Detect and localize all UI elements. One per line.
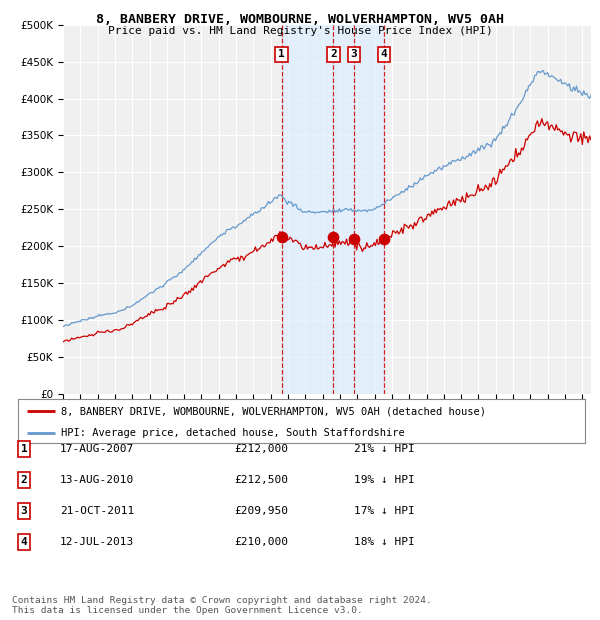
Text: 17-AUG-2007: 17-AUG-2007 (60, 444, 134, 454)
Bar (334, 25, 384, 394)
Text: 3: 3 (350, 50, 357, 60)
Bar (281, 25, 334, 394)
Text: 1: 1 (278, 50, 285, 60)
Point (329, 232, 338, 242)
Point (277, 232, 286, 242)
Text: 21-OCT-2011: 21-OCT-2011 (60, 506, 134, 516)
Text: 17% ↓ HPI: 17% ↓ HPI (354, 506, 415, 516)
Text: 12-JUL-2013: 12-JUL-2013 (60, 537, 134, 547)
Text: 19% ↓ HPI: 19% ↓ HPI (354, 475, 415, 485)
Point (379, 234, 389, 244)
Text: £209,950: £209,950 (234, 506, 288, 516)
Text: 4: 4 (380, 50, 388, 60)
Text: £212,500: £212,500 (234, 475, 288, 485)
Text: Contains HM Land Registry data © Crown copyright and database right 2024.
This d: Contains HM Land Registry data © Crown c… (12, 596, 432, 615)
Point (349, 234, 359, 244)
Text: 2: 2 (20, 475, 28, 485)
Text: 4: 4 (20, 537, 28, 547)
Text: Price paid vs. HM Land Registry's House Price Index (HPI): Price paid vs. HM Land Registry's House … (107, 26, 493, 36)
Text: 8, BANBERY DRIVE, WOMBOURNE, WOLVERHAMPTON, WV5 0AH: 8, BANBERY DRIVE, WOMBOURNE, WOLVERHAMPT… (96, 13, 504, 26)
Text: £210,000: £210,000 (234, 537, 288, 547)
Text: 3: 3 (20, 506, 28, 516)
Text: 2: 2 (330, 50, 337, 60)
Text: 1: 1 (20, 444, 28, 454)
Text: 18% ↓ HPI: 18% ↓ HPI (354, 537, 415, 547)
Text: 21% ↓ HPI: 21% ↓ HPI (354, 444, 415, 454)
Text: 13-AUG-2010: 13-AUG-2010 (60, 475, 134, 485)
Text: HPI: Average price, detached house, South Staffordshire: HPI: Average price, detached house, Sout… (61, 428, 404, 438)
Text: 8, BANBERY DRIVE, WOMBOURNE, WOLVERHAMPTON, WV5 0AH (detached house): 8, BANBERY DRIVE, WOMBOURNE, WOLVERHAMPT… (61, 406, 485, 416)
Text: £212,000: £212,000 (234, 444, 288, 454)
